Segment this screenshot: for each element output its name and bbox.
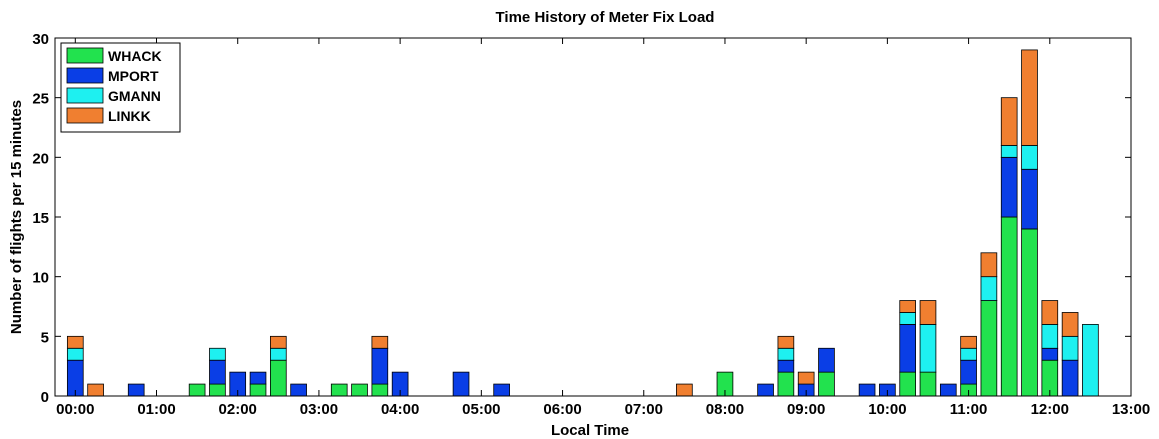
bar-segment-mport — [1061, 359, 1079, 397]
bar-segment-whack — [330, 383, 348, 397]
bar-segment-linkk — [676, 383, 693, 397]
bar-segment-gmann — [1000, 144, 1018, 158]
bar-segment-whack — [269, 359, 287, 397]
bar-segment-whack — [188, 383, 206, 397]
x-tick-label: 00:00 — [56, 401, 94, 418]
bar-segment-linkk — [1061, 312, 1079, 337]
y-tick-label: 10 — [32, 270, 49, 287]
bar-segment-linkk — [66, 335, 84, 349]
bar-segment-mport — [757, 383, 774, 397]
y-tick-label: 20 — [32, 150, 49, 167]
bar-segment-whack — [899, 371, 917, 397]
bar-segment-mport — [1041, 347, 1059, 361]
bar-segment-mport — [249, 371, 267, 385]
y-tick-label: 15 — [32, 210, 49, 227]
bar-segment-mport — [452, 371, 470, 397]
x-tick-label: 03:00 — [300, 401, 338, 418]
bar-segment-linkk — [1021, 49, 1038, 146]
bar-segment-gmann — [1082, 323, 1099, 397]
x-axis-label: Local Time — [551, 422, 629, 439]
bar-segment-whack — [777, 371, 795, 397]
x-tick-label: 07:00 — [625, 401, 663, 418]
legend: WHACK MPORT GMANN LINKK — [60, 42, 181, 133]
bar-segment-whack — [371, 383, 389, 397]
bar-layer — [66, 49, 1099, 397]
x-tick-label: 13:00 — [1112, 401, 1150, 418]
bar-segment-mport — [818, 347, 835, 373]
bar-segment-gmann — [899, 312, 917, 325]
bar-segment-gmann — [1061, 335, 1079, 361]
bar-segment-gmann — [269, 347, 287, 361]
axes-layer: 0 5 10 15 20 25 30 00:00 01:00 02:00 03:00 04:00 05:… — [32, 31, 1150, 418]
bar-segment-whack — [209, 383, 226, 397]
x-tick-label: 11:00 — [950, 401, 988, 418]
bar-segment-linkk — [980, 252, 998, 278]
legend-swatch-mport — [66, 67, 104, 84]
y-tick-label: 5 — [41, 329, 49, 346]
y-tick-label: 30 — [32, 31, 49, 48]
bar-segment-linkk — [899, 300, 917, 313]
bar-segment-gmann — [1021, 144, 1038, 170]
bar-segment-linkk — [1000, 97, 1018, 146]
bar-segment-whack — [351, 383, 368, 397]
y-tick-label: 25 — [32, 91, 49, 108]
x-tick-label: 01:00 — [137, 401, 175, 418]
bar-segment-whack — [980, 300, 998, 397]
bar-segment-whack — [919, 371, 937, 397]
legend-swatch-linkk — [66, 107, 104, 124]
bar-segment-gmann — [66, 347, 84, 361]
bar-segment-gmann — [980, 276, 998, 301]
bar-segment-mport — [960, 359, 977, 385]
bar-segment-whack — [1021, 228, 1038, 397]
bar-segment-gmann — [960, 347, 977, 361]
bar-segment-mport — [1000, 156, 1018, 218]
legend-swatch-whack — [66, 47, 104, 64]
bar-segment-linkk — [960, 335, 977, 349]
bar-segment-mport — [939, 383, 957, 397]
bar-segment-gmann — [919, 323, 937, 373]
bar-segment-gmann — [1041, 323, 1059, 349]
bar-segment-linkk — [919, 300, 937, 325]
chart-title: Time History of Meter Fix Load — [496, 9, 715, 26]
bar-segment-mport — [127, 383, 145, 397]
x-tick-label: 12:00 — [1031, 401, 1069, 418]
bar-segment-mport — [290, 383, 307, 397]
bar-segment-mport — [777, 359, 795, 373]
x-tick-label: 10:00 — [868, 401, 906, 418]
bar-segment-linkk — [87, 383, 104, 397]
bar-segment-mport — [858, 383, 876, 397]
bar-segment-whack — [249, 383, 267, 397]
bar-segment-linkk — [777, 335, 795, 349]
y-tick-label: 0 — [41, 389, 49, 406]
x-tick-label: 08:00 — [706, 401, 744, 418]
bar-segment-linkk — [371, 335, 389, 349]
bar-segment-gmann — [209, 347, 226, 361]
x-tick-label: 05:00 — [462, 401, 500, 418]
bar-segment-mport — [493, 383, 510, 397]
bar-segment-mport — [1021, 168, 1038, 230]
bar-segment-mport — [209, 359, 226, 385]
legend-label-mport: MPORT — [108, 68, 159, 84]
y-axis-label: Number of flights per 15 minutes — [8, 100, 25, 334]
bar-segment-mport — [371, 347, 389, 385]
x-tick-label: 04:00 — [381, 401, 419, 418]
bar-segment-linkk — [797, 371, 815, 385]
bar-segment-whack — [818, 371, 835, 397]
bar-segment-gmann — [777, 347, 795, 361]
bar-segment-linkk — [1041, 300, 1059, 325]
bar-segment-mport — [899, 323, 917, 373]
legend-swatch-gmann — [66, 87, 104, 104]
x-tick-label: 02:00 — [219, 401, 257, 418]
x-tick-label: 06:00 — [543, 401, 581, 418]
x-tick-label: 09:00 — [787, 401, 825, 418]
bar-segment-whack — [1000, 216, 1018, 397]
legend-label-gmann: GMANN — [108, 88, 161, 104]
legend-label-whack: WHACK — [108, 48, 162, 64]
legend-label-linkk: LINKK — [108, 108, 151, 124]
bar-segment-linkk — [269, 335, 287, 349]
